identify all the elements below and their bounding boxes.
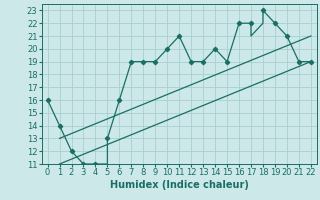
X-axis label: Humidex (Indice chaleur): Humidex (Indice chaleur) bbox=[110, 180, 249, 190]
